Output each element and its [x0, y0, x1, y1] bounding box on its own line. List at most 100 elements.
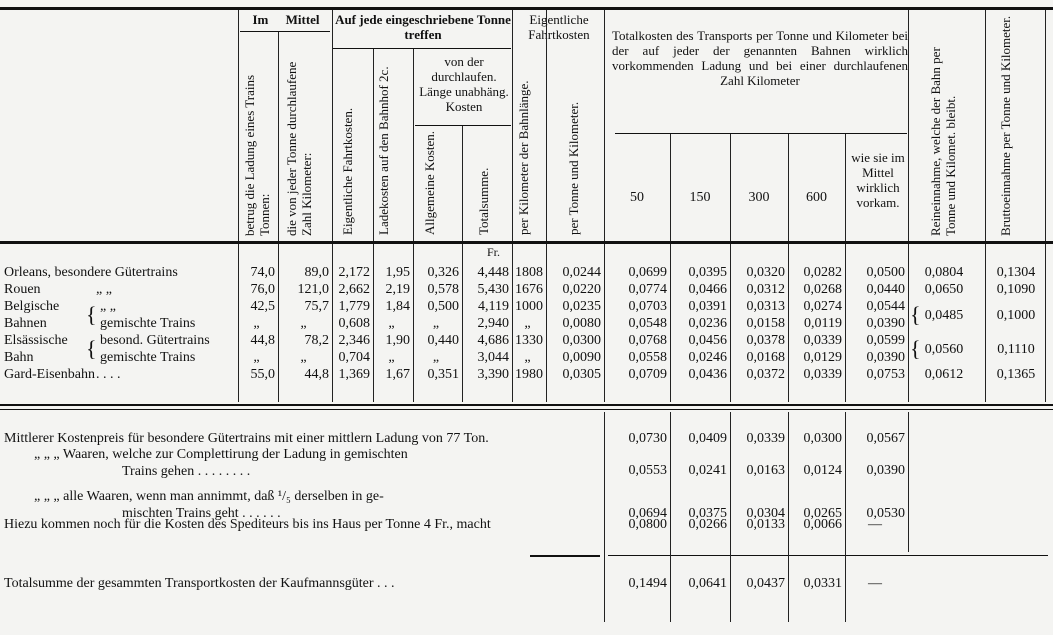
table-cell: 0,0768	[628, 333, 668, 348]
summary-cell: 0,0390	[866, 463, 906, 478]
bruttoeinnahme-cell: 0,1110	[997, 341, 1035, 357]
table-cell: 2,172	[338, 265, 371, 280]
summary-label: Mittlerer Kostenpreis für besondere Güte…	[4, 431, 489, 446]
column-rule	[908, 412, 909, 552]
summary-cell: 0,0409	[688, 431, 728, 446]
table-cell: 0,0158	[746, 316, 786, 331]
total-cell: 0,0437	[746, 576, 786, 591]
column-rule	[730, 412, 731, 622]
table-cell: 0,0129	[803, 350, 843, 365]
table-cell: 74,0	[250, 265, 276, 280]
table-cell: 78,2	[304, 333, 330, 348]
table-row: Bahnen gemischte Trains „ „ 0,608 „ „ 2,940 „ 0,0…	[0, 315, 1053, 332]
table-cell: 0,0282	[803, 265, 843, 280]
km-50-header: 50	[630, 190, 644, 205]
table-cell: 0,0378	[746, 333, 786, 348]
table-cell: 5,430	[477, 282, 510, 297]
row-label: Bahn	[4, 350, 34, 365]
total-cell: —	[868, 576, 882, 591]
column-rule	[512, 10, 513, 241]
summary-cell: 0,0567	[866, 431, 906, 446]
per-km-bahnlaenge-header: per Kilometer der Bahnlänge.	[516, 80, 531, 236]
table-cell: „	[253, 350, 260, 365]
ladung-header: betrug die Ladung eines Trains Tonnen:	[242, 74, 272, 236]
reineinnahme-cell: 0,0612	[924, 367, 964, 382]
column-rule	[845, 412, 846, 622]
km-600-header: 600	[806, 190, 827, 205]
table-cell: 121,0	[297, 282, 330, 297]
table-cell: „	[388, 316, 395, 331]
table-cell: 1330	[515, 333, 543, 348]
column-rule	[332, 10, 333, 241]
column-rule	[845, 244, 846, 402]
table-cell: „	[432, 316, 440, 331]
reineinnahme-header: Reineinnahme, welche der Bahn per Tonne …	[928, 47, 958, 236]
per-tonne-km-header: per Tonne und Kilometer.	[566, 101, 581, 235]
table-cell: 0,0390	[866, 350, 906, 365]
reineinnahme-cell: 0,0804	[924, 265, 964, 280]
table-cell: 0,0391	[688, 299, 728, 314]
table-cell: 2,662	[338, 282, 371, 297]
totalkosten-rule	[615, 133, 907, 134]
row-label: Gard-Eisenbahn	[4, 367, 95, 382]
table-cell: 0,0305	[562, 367, 602, 382]
column-rule	[462, 244, 463, 402]
summary-cell: 0,0339	[746, 431, 786, 446]
table-cell: 0,0300	[562, 333, 602, 348]
table-cell: 42,5	[250, 299, 276, 314]
table-cell: 1676	[515, 282, 543, 297]
summary-cell: 0,0694	[628, 506, 668, 521]
eigentliche-fahrtkosten-header: Eigentliche Fahrtkosten	[528, 12, 590, 42]
table-cell: 0,0080	[562, 316, 602, 331]
column-rule	[373, 49, 374, 241]
column-rule	[730, 134, 731, 241]
table-cell: 2,346	[338, 333, 371, 348]
summary-label: „ „ „ Waaren, welche zur Complettirung d…	[34, 447, 408, 462]
totalsumme-header: Totalsumme.	[476, 167, 491, 235]
column-rule	[670, 134, 671, 241]
summary-cell: 0,0553	[628, 463, 668, 478]
km-150-header: 150	[689, 190, 711, 205]
summary-cell: —	[868, 517, 882, 532]
table-cell: 0,0320	[746, 265, 786, 280]
ladekosten-header: Ladekosten auf den Bahnhof 2c.	[376, 66, 391, 235]
summary-cell: 0,0163	[746, 463, 786, 478]
table-cell: 0,0774	[628, 282, 668, 297]
brace-icon: {	[86, 336, 97, 361]
column-rule	[604, 10, 605, 241]
column-rule	[413, 244, 414, 402]
table-cell: „	[253, 316, 260, 331]
table-cell: „	[524, 350, 531, 365]
table-cell: „	[300, 316, 307, 331]
summary-cell: 0,0730	[628, 431, 668, 446]
table-cell: 1,90	[385, 333, 411, 348]
im-mittel-rule	[240, 31, 330, 32]
table-cell: 0,0268	[803, 282, 843, 297]
table-cell: 0,0466	[688, 282, 728, 297]
header-bottom-rule	[0, 241, 1053, 244]
table-cell: „	[300, 350, 307, 365]
column-rule	[238, 244, 239, 402]
table-cell: 4,686	[477, 333, 510, 348]
summary-cell: 0,0066	[803, 517, 843, 532]
column-rule	[788, 134, 789, 241]
table-cell: „	[524, 316, 531, 331]
allgemeine-header: Allgemeine Kosten.	[422, 131, 437, 235]
auf-jede-header: Auf jede eingeschriebene Tonne treffen	[335, 12, 511, 42]
table-cell: 76,0	[250, 282, 276, 297]
brace-icon: {	[910, 335, 921, 361]
column-rule	[730, 244, 731, 402]
table-cell: 0,440	[427, 333, 460, 348]
summary-cell: 0,0241	[688, 463, 728, 478]
column-rule	[788, 412, 789, 622]
column-rule	[413, 49, 414, 241]
table-cell: 1980	[515, 367, 543, 382]
table-cell: 0,608	[338, 316, 371, 331]
table-row: Bahn gemischte Trains „ „ 0,704 „ „ 3,044 „ 0,009…	[0, 349, 1053, 366]
table-cell: 0,0456	[688, 333, 728, 348]
table-cell: 44,8	[250, 333, 276, 348]
column-rule	[604, 412, 605, 622]
table-cell: 0,0339	[803, 367, 843, 382]
table-cell: 0,0703	[628, 299, 668, 314]
table-cell: 1808	[515, 265, 543, 280]
